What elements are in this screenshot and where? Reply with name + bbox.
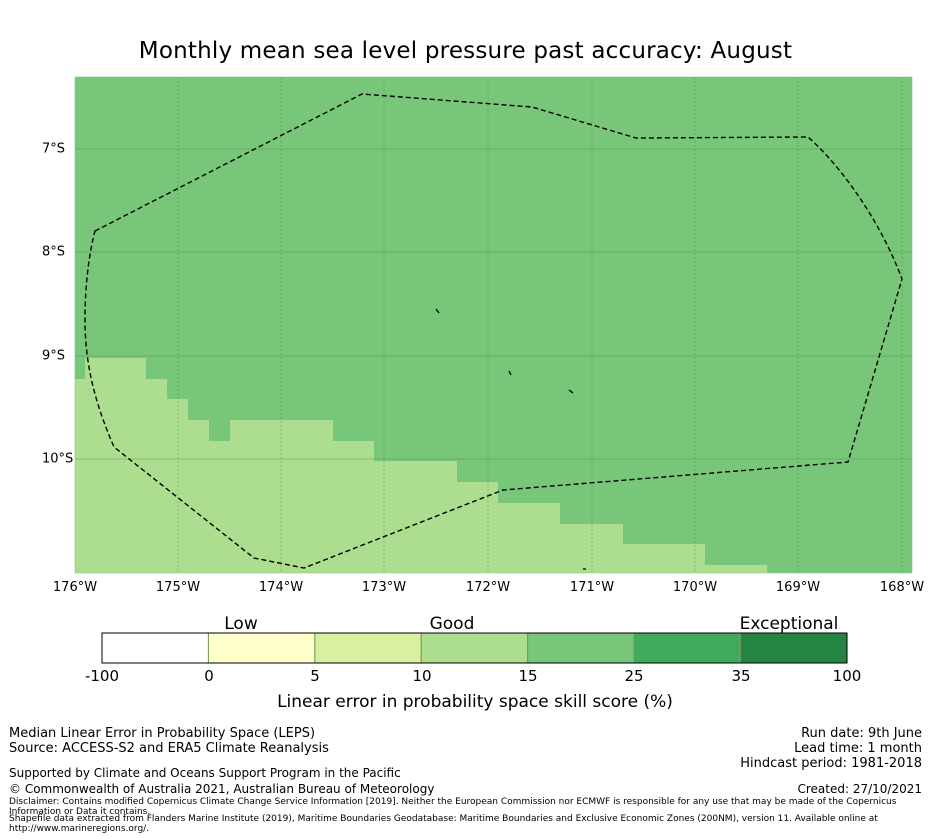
category-low: Low <box>224 614 258 634</box>
lon-label: 172°W <box>465 580 511 595</box>
footer-disclaimer: Disclaimer: Contains modified Copernicus… <box>9 797 897 817</box>
lat-label: 9°S <box>42 348 66 364</box>
graticule <box>75 77 912 573</box>
colorbar-segment <box>101 632 209 664</box>
lon-label: 169°W <box>775 580 821 595</box>
island <box>435 308 440 314</box>
run-date: Run date: 9th June <box>801 726 922 741</box>
colorbar <box>101 632 848 664</box>
footer-shapefile: Shapefile data extracted from Flanders M… <box>9 814 878 834</box>
lat-label: 7°S <box>42 141 66 157</box>
category-exceptional: Exceptional <box>739 614 839 634</box>
colorbar-tick: 25 <box>624 667 644 685</box>
lat-label: 8°S <box>42 244 66 260</box>
category-good: Good <box>429 614 475 634</box>
colorbar-tick: 100 <box>832 667 862 685</box>
colorbar-tick: 10 <box>412 667 432 685</box>
colorbar-tick: 5 <box>310 667 320 685</box>
lon-label: 176°W <box>52 580 98 595</box>
colorbar-segment <box>633 632 742 664</box>
low-skill-region <box>75 358 767 573</box>
lead-time: Lead time: 1 month <box>794 741 922 756</box>
map-title: Monthly mean sea level pressure past acc… <box>138 38 793 64</box>
colorbar-segment <box>207 632 316 664</box>
hindcast-period: Hindcast period: 1981-2018 <box>740 756 922 771</box>
colorbar-segment <box>420 632 529 664</box>
footer-copyright: © Commonwealth of Australia 2021, Austra… <box>9 782 435 796</box>
eez-boundary <box>84 93 903 569</box>
colorbar-tick: 35 <box>731 667 751 685</box>
island <box>508 370 512 376</box>
footer-method: Median Linear Error in Probability Space… <box>9 726 316 741</box>
colorbar-tick: 0 <box>204 667 214 685</box>
colorbar-segment <box>740 632 848 664</box>
lon-label: 173°W <box>361 580 407 595</box>
colorbar-frame <box>101 632 848 664</box>
lon-label: 170°W <box>672 580 718 595</box>
island <box>568 389 574 394</box>
lon-label: 168°W <box>879 580 925 595</box>
colorbar-tick: -100 <box>84 667 120 685</box>
lon-label: 171°W <box>569 580 615 595</box>
footer-source: Source: ACCESS-S2 and ERA5 Climate Reana… <box>9 741 329 756</box>
lon-label: 174°W <box>258 580 304 595</box>
colorbar-segment <box>527 632 635 664</box>
colorbar-tick: 15 <box>518 667 538 685</box>
created-date: Created: 27/10/2021 <box>797 782 922 796</box>
islands <box>435 308 586 570</box>
lat-label: 10°S <box>42 451 74 467</box>
colorbar-segment <box>314 632 422 664</box>
lon-label: 175°W <box>155 580 201 595</box>
footer-support: Supported by Climate and Oceans Support … <box>9 766 401 780</box>
colorbar-label: Linear error in probability space skill … <box>277 692 673 712</box>
